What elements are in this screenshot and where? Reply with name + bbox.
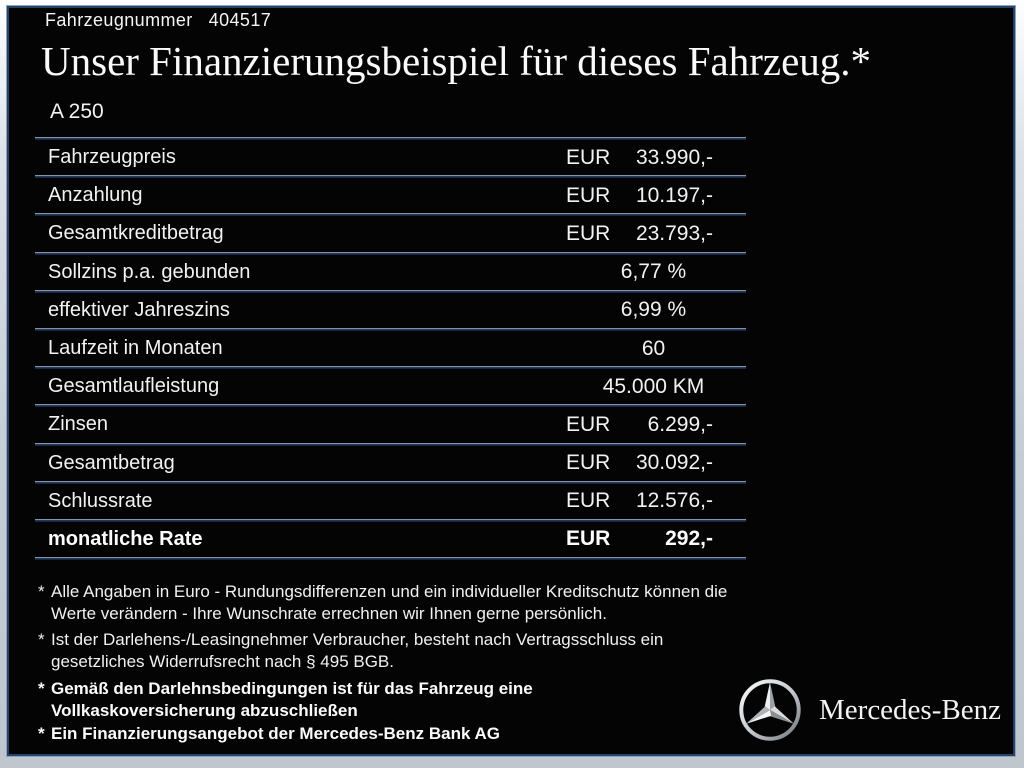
currency-label: EUR [566,451,611,475]
table-row: Gesamtlaufleistung 45.000 KM [35,369,746,404]
currency-label: EUR [566,183,611,207]
footnote-withdrawal-right: * Ist der Darlehens-/Leasingnehmer Verbr… [38,629,663,673]
table-row: Sollzins p.a. gebunden 6,77 % [35,255,746,290]
table-divider [35,175,746,179]
footnote-rounding: * Alle Angaben in Euro - Rundungsdiffere… [38,581,727,625]
table-divider [35,366,746,370]
row-value: EUR 33.990,- [546,146,746,170]
currency-label: EUR [566,145,611,169]
mercedes-star-icon [739,679,801,741]
currency-label: EUR [566,412,611,436]
table-divider [35,213,746,217]
row-label: Laufzeit in Monaten [48,337,223,360]
row-label: Zinsen [48,413,109,436]
currency-label: EUR [566,527,611,551]
table-divider [35,137,746,140]
vehicle-number-label: Fahrzeugnummer [45,10,193,30]
asterisk-marker: * [38,630,45,649]
table-row: Anzahlung EUR 10.197,- [35,178,746,213]
amount-value: 292,- [665,527,713,551]
table-divider [35,327,746,331]
vehicle-number-value: 404517 [208,10,272,30]
row-value: EUR 6.299,- [546,413,746,437]
row-value: 45.000 KM [602,374,705,398]
row-value: EUR 292,- [546,527,746,551]
vehicle-model: A 250 [50,100,104,123]
row-label: Anzahlung [48,184,143,207]
footnote-line: Ein Finanzierungsangebot der Mercedes-Be… [51,724,501,743]
row-label: Gesamtbetrag [48,451,175,474]
table-divider [35,251,746,255]
row-label: Gesamtlaufleistung [48,375,220,398]
footnote-line: Ist der Darlehens-/Leasingnehmer Verbrau… [51,630,664,649]
asterisk-marker: * [38,679,45,698]
amount-value: 12.576,- [635,489,713,513]
row-value: EUR 12.576,- [546,489,746,513]
currency-label: EUR [566,221,611,245]
table-row: Zinsen EUR 6.299,- [35,407,746,442]
page-title: Unser Finanzierungsbeispiel für dieses F… [41,38,872,84]
table-divider [35,404,746,408]
table-row: Fahrzeugpreis EUR 33.990,- [35,140,746,175]
brand-logo: Mercedes-Benz [735,674,1005,744]
table-divider [35,480,746,484]
table-row: Gesamtbetrag EUR 30.092,- [35,446,746,481]
brand-wordmark: Mercedes-Benz [819,694,1001,726]
row-label: Fahrzeugpreis [48,146,176,169]
table-row: Gesamtkreditbetrag EUR 23.793,- [35,216,746,251]
table-divider [35,557,746,561]
footnote-line: Vollkaskoversicherung abzuschließen [51,701,358,720]
footnote-line: Alle Angaben in Euro - Rundungsdifferenz… [51,582,728,601]
footnote-insurance: * Gemäß den Darlehnsbedingungen ist für … [38,678,533,722]
row-value: 60 [641,336,666,360]
table-row-monthly-rate: monatliche Rate EUR 292,- [35,522,746,557]
table-row: Schlussrate EUR 12.576,- [35,484,746,519]
vehicle-number: Fahrzeugnummer 404517 [45,10,271,31]
amount-value: 6.299,- [647,412,713,436]
asterisk-marker: * [38,582,45,601]
row-value: EUR 23.793,- [546,222,746,246]
asterisk-marker: * [38,724,45,743]
row-label: monatliche Rate [48,527,203,550]
table-divider [35,518,746,522]
row-value: 6,77 % [620,260,687,284]
row-value: EUR 10.197,- [546,184,746,208]
footnote-line: Werte verändern - Ihre Wunschrate errech… [51,604,607,623]
footnote-line: Gemäß den Darlehnsbedingungen ist für da… [51,679,533,698]
amount-value: 23.793,- [635,221,713,245]
table-divider [35,289,746,293]
footnote-line: gesetzliches Widerrufsrecht nach § 495 B… [51,652,394,671]
table-row: effektiver Jahreszins 6,99 % [35,293,746,328]
table-divider [35,442,746,446]
row-value: EUR 30.092,- [546,451,746,475]
currency-label: EUR [566,489,611,513]
row-label: Schlussrate [48,489,153,512]
row-value: 6,99 % [620,298,687,322]
finance-offer-card: Fahrzeugnummer 404517 Unser Finanzierungs… [7,6,1015,756]
row-label: Sollzins p.a. gebunden [48,260,251,283]
amount-value: 30.092,- [635,451,713,475]
amount-value: 10.197,- [635,183,713,207]
amount-value: 33.990,- [635,145,713,169]
row-label: effektiver Jahreszins [48,298,230,321]
footnote-bank: * Ein Finanzierungsangebot der Mercedes-… [38,723,500,745]
row-label: Gesamtkreditbetrag [48,222,224,245]
finance-table: Fahrzeugpreis EUR 33.990,- Anzahlung EUR 1… [35,137,746,561]
table-row: Laufzeit in Monaten 60 [35,331,746,366]
